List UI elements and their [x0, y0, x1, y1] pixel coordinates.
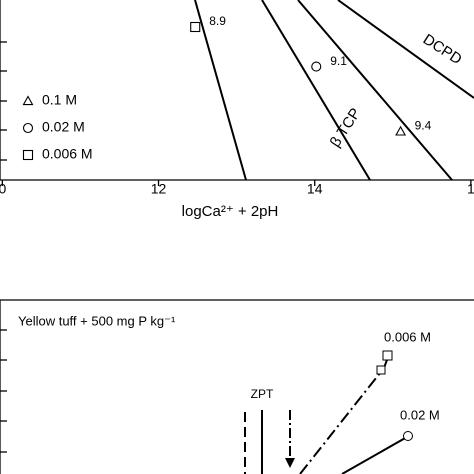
legend-label: 0.1 M — [42, 92, 77, 108]
legend-marker — [22, 95, 34, 106]
x-axis-label: logCa²⁺ + 2pH — [182, 203, 279, 220]
annotation: 0.006 M — [384, 329, 431, 344]
x-tick-label: 0 — [0, 181, 6, 197]
legend-marker — [22, 149, 34, 161]
point-label: 9.4 — [415, 119, 432, 133]
panel-title: Yellow tuff + 500 mg P kg⁻¹ — [18, 313, 176, 328]
solubility-lines — [194, 0, 474, 181]
curve — [341, 436, 408, 474]
legend-marker — [22, 122, 34, 134]
y-ticks — [0, 329, 7, 453]
y-ticks — [0, 41, 7, 161]
annotation: ZPT — [251, 387, 274, 401]
marker — [403, 431, 413, 441]
legend-label: 0.006 M — [42, 146, 93, 162]
point — [395, 125, 407, 136]
point — [190, 21, 201, 33]
marker — [376, 365, 386, 375]
annotation: 0.02 M — [400, 407, 440, 422]
x-tick-label: 1 — [467, 181, 474, 197]
point-label: 9.1 — [330, 54, 347, 68]
point-label: 8.9 — [209, 14, 226, 28]
line-label: β TCP — [327, 105, 365, 150]
legend-label: 0.02 M — [42, 119, 85, 135]
x-tick-label: 12 — [151, 181, 167, 197]
x-tick-label: 14 — [307, 181, 323, 197]
point — [311, 61, 322, 72]
marker — [382, 350, 393, 361]
curve — [299, 367, 385, 474]
arrow-head — [285, 458, 295, 468]
